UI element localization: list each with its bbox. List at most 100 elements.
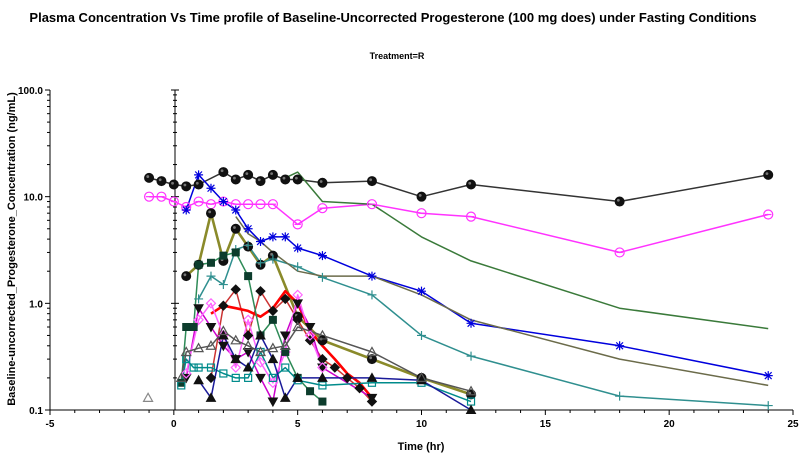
- data-point: [316, 329, 328, 340]
- data-point: [194, 294, 204, 304]
- data-point-highlight: [282, 176, 286, 180]
- data-point: [206, 363, 216, 372]
- data-point-highlight: [369, 356, 373, 360]
- data-point: [292, 314, 303, 326]
- data-point: [194, 363, 203, 372]
- data-point: [317, 251, 327, 261]
- series-markers-2: [143, 191, 774, 258]
- data-point: [292, 174, 303, 185]
- data-point: [143, 191, 155, 202]
- series-line-4: [284, 171, 769, 330]
- x-tick-label: 10: [416, 419, 428, 430]
- data-point: [243, 169, 254, 180]
- y-tick-label: 100.0: [18, 86, 43, 97]
- series-markers-6: [194, 240, 773, 411]
- data-point: [256, 236, 266, 246]
- data-point: [280, 232, 290, 242]
- data-point: [255, 329, 266, 340]
- data-point: [466, 318, 476, 328]
- data-point: [317, 272, 327, 282]
- series-line-9: [210, 289, 374, 399]
- data-point: [292, 321, 304, 332]
- data-point-highlight: [183, 273, 187, 277]
- data-point: [763, 169, 774, 180]
- x-tick-label: -5: [46, 419, 55, 430]
- data-point: [280, 174, 291, 185]
- data-point-highlight: [245, 172, 249, 175]
- data-point: [182, 322, 191, 331]
- data-point: [230, 223, 241, 234]
- data-point-highlight: [257, 178, 261, 182]
- data-point: [156, 176, 167, 187]
- data-point-highlight: [319, 180, 323, 183]
- data-point: [317, 177, 328, 188]
- data-point: [281, 347, 290, 356]
- data-point: [317, 362, 328, 373]
- data-point: [181, 271, 192, 282]
- data-point: [268, 232, 278, 242]
- data-point: [206, 271, 216, 281]
- data-point: [194, 170, 204, 180]
- data-point-highlight: [765, 172, 769, 175]
- data-point: [318, 397, 327, 406]
- series-line-10: [185, 302, 373, 403]
- data-point: [267, 397, 279, 408]
- series-markers-15: [175, 321, 477, 396]
- data-point: [255, 176, 266, 187]
- data-point: [218, 300, 229, 311]
- data-point: [219, 251, 228, 260]
- data-point: [168, 179, 179, 190]
- y-axis-label: Baseline-uncorrected_Progesterone_Concen…: [6, 92, 18, 406]
- data-point: [230, 334, 242, 345]
- data-point-highlight: [146, 175, 150, 178]
- data-point: [280, 293, 291, 305]
- data-point: [615, 341, 625, 351]
- axes: -5 0 5 10 15 20 25 0.1 1.0 10.0 100.0: [18, 86, 799, 430]
- series-line-1: [148, 171, 769, 203]
- data-point: [242, 340, 254, 350]
- y-tick-label: 1.0: [29, 299, 43, 310]
- data-point: [304, 322, 316, 333]
- data-point-highlight: [220, 169, 224, 173]
- data-point: [231, 205, 241, 215]
- data-point: [267, 199, 278, 210]
- data-point-highlight: [616, 198, 620, 202]
- data-point: [218, 341, 229, 352]
- data-point: [242, 362, 254, 372]
- data-point: [193, 342, 205, 353]
- data-point: [317, 372, 328, 382]
- data-point: [230, 174, 241, 185]
- data-point: [367, 290, 377, 300]
- data-point: [614, 247, 625, 258]
- series-layer: [148, 171, 769, 411]
- data-point: [242, 347, 254, 358]
- data-point: [292, 289, 304, 301]
- data-point: [279, 392, 291, 402]
- series-line-13: [180, 351, 472, 403]
- stray-marker: [142, 392, 154, 402]
- data-point: [366, 372, 378, 382]
- data-point: [279, 331, 291, 341]
- y-tick-label: 10.0: [24, 193, 44, 204]
- data-point: [268, 373, 277, 382]
- data-point: [255, 356, 266, 368]
- data-point-highlight: [208, 210, 212, 214]
- data-point: [243, 224, 253, 234]
- x-axis-label: Time (hr): [398, 441, 445, 453]
- data-point-highlight: [468, 391, 472, 395]
- data-point-highlight: [468, 181, 472, 185]
- data-point: [230, 362, 242, 373]
- data-point: [254, 346, 267, 357]
- x-tick-label: 25: [787, 419, 799, 430]
- data-point: [317, 203, 328, 214]
- series-markers-10: [180, 299, 378, 408]
- data-point: [329, 362, 341, 373]
- data-point: [341, 372, 353, 384]
- data-point: [180, 346, 192, 357]
- data-point-highlight: [195, 181, 199, 185]
- data-point: [205, 340, 217, 350]
- series-line-6: [197, 244, 769, 407]
- series-line-2: [149, 195, 769, 254]
- data-point-highlight: [369, 178, 373, 182]
